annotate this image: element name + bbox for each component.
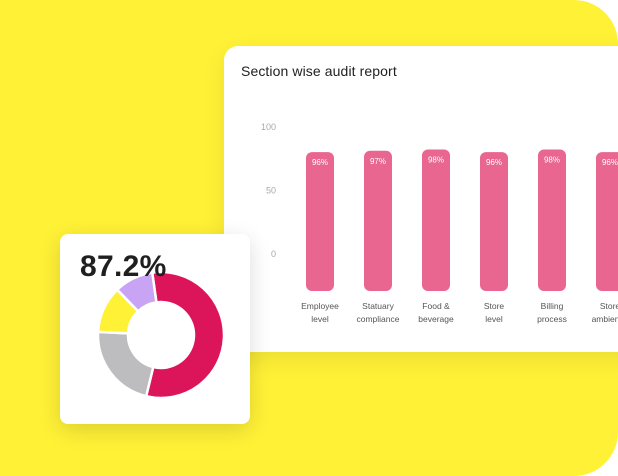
donut-segment — [96, 330, 155, 398]
category-label: Billing — [541, 301, 564, 311]
bar — [596, 152, 618, 291]
donut-segment — [115, 271, 158, 313]
bar-value-label: 96% — [486, 158, 502, 167]
score-donut-card: 87.2% — [60, 234, 250, 424]
category-label: Store — [484, 301, 505, 311]
donut-segment — [144, 270, 226, 400]
bar — [306, 152, 334, 291]
y-tick-label: 50 — [266, 186, 276, 196]
category-label: level — [311, 314, 329, 324]
bar — [364, 150, 392, 291]
bar-value-label: 98% — [544, 156, 560, 165]
bar-value-label: 97% — [370, 157, 386, 166]
audit-bar-chart: 100 50 0 96% Employee level 97% Statuary complia… — [261, 122, 618, 324]
category-label: compliance — [357, 314, 400, 324]
category-label: ambience — [592, 314, 618, 324]
bar — [422, 149, 450, 291]
category-label: Statuary — [362, 301, 394, 311]
overall-score-value: 87.2% — [80, 250, 167, 283]
bar — [480, 152, 508, 291]
bar-value-label: 96% — [312, 158, 328, 167]
report-title: Section wise audit report — [241, 63, 397, 79]
category-label: process — [537, 314, 567, 324]
bar — [538, 149, 566, 291]
y-tick-label: 100 — [261, 122, 276, 132]
y-tick-label: 0 — [271, 249, 276, 259]
category-label: Employee — [301, 301, 339, 311]
category-label: beverage — [418, 314, 454, 324]
category-label: Store — [600, 301, 618, 311]
bar-value-label: 96% — [602, 158, 618, 167]
category-label: Food & — [422, 301, 450, 311]
category-label: level — [485, 314, 503, 324]
audit-report-card: Section wise audit report 100 50 0 96% Emplo… — [224, 46, 618, 352]
bar-value-label: 98% — [428, 156, 444, 165]
score-donut-chart — [96, 270, 226, 400]
